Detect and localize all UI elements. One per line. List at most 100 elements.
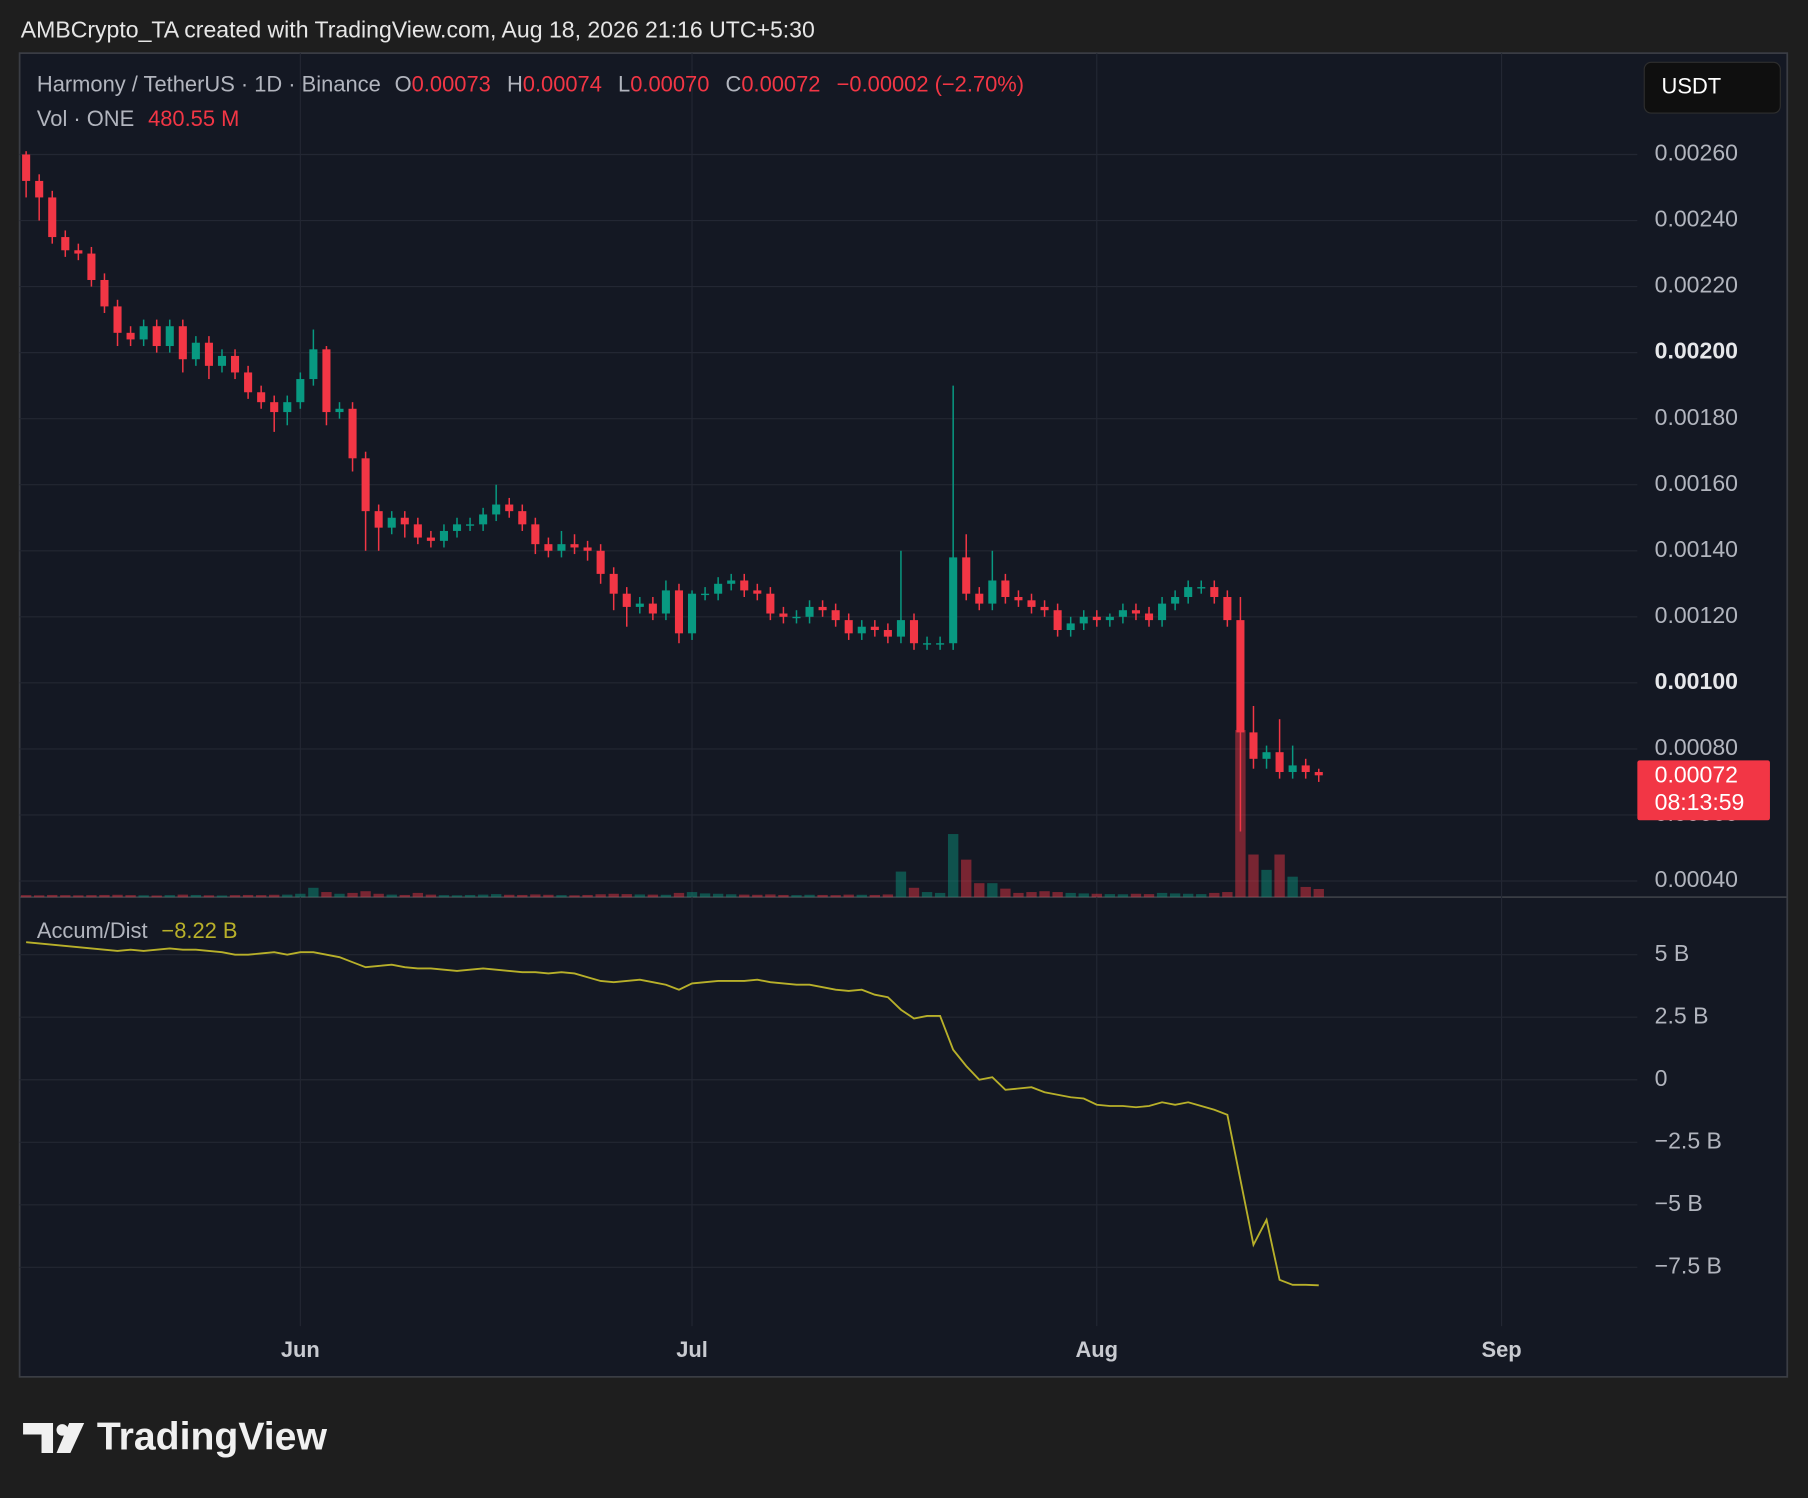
candle-body xyxy=(426,537,435,541)
candle-body xyxy=(805,606,814,617)
candle-body xyxy=(1184,587,1193,597)
candle-body xyxy=(217,355,227,366)
volume-bar xyxy=(1091,893,1102,898)
volume-bar xyxy=(817,894,828,898)
brand-name: TradingView xyxy=(97,1415,328,1458)
candle-body xyxy=(909,620,919,644)
y-tick-label: 0.00140 xyxy=(1655,536,1738,562)
volume-bar xyxy=(33,895,45,898)
indicator-tick-label: −7.5 B xyxy=(1655,1252,1722,1278)
ohlc-key: H xyxy=(507,71,523,96)
volume-bar xyxy=(399,894,410,898)
candle-body xyxy=(988,580,997,604)
volume-bar xyxy=(673,892,685,898)
y-tick-label: 0.00160 xyxy=(1655,470,1738,496)
volume-legend: Vol · ONE 480.55 M xyxy=(37,106,239,131)
candle-body xyxy=(257,392,266,403)
volume-bar xyxy=(895,871,907,898)
volume-bar xyxy=(765,894,776,898)
candle-body xyxy=(740,580,749,591)
volume-bar xyxy=(908,887,920,898)
candle-body xyxy=(1223,596,1232,621)
y-tick-label: 0.00240 xyxy=(1655,206,1738,232)
volume-bar xyxy=(830,895,841,898)
candle-body xyxy=(1066,623,1075,631)
volume-bar xyxy=(490,894,502,898)
volume-bar xyxy=(1039,891,1050,898)
volume-bar xyxy=(1143,894,1155,898)
x-tick-label: Sep xyxy=(1481,1337,1521,1362)
volume-bar xyxy=(151,895,162,898)
volume-bar xyxy=(1183,893,1194,898)
volume-bar xyxy=(386,894,397,898)
candle-body xyxy=(1105,616,1114,621)
volume-bar xyxy=(1261,869,1272,898)
volume-bar xyxy=(804,894,815,898)
candle-body xyxy=(439,530,448,541)
currency-button[interactable] xyxy=(1643,61,1781,114)
volume-bar xyxy=(1117,894,1129,898)
candle-body xyxy=(818,606,827,611)
candle-body xyxy=(244,372,253,393)
ohlc-value: 0.00074 xyxy=(523,71,602,96)
candle-body xyxy=(1288,765,1297,773)
legend-line: Harmony / TetherUS · 1D · Binance O0.0007… xyxy=(37,71,1024,96)
volume-bar xyxy=(752,894,763,898)
ohlc-key: O xyxy=(395,71,412,96)
volume-bar xyxy=(425,894,437,898)
x-tick-label: Aug xyxy=(1076,1337,1119,1362)
logo-slash xyxy=(56,1422,85,1453)
candle-body xyxy=(1314,772,1323,776)
watermark: AMBCrypto_TA created with TradingView.co… xyxy=(21,16,815,42)
y-tick-label: 0.00040 xyxy=(1655,866,1738,892)
candle-body xyxy=(1158,603,1167,621)
ohlc-value: 0.00073 xyxy=(412,71,491,96)
candle-body xyxy=(296,379,305,403)
candle-body xyxy=(753,590,762,594)
candle-body xyxy=(1027,600,1036,607)
candle-body xyxy=(622,593,631,607)
volume-bar xyxy=(177,894,189,898)
y-tick-label: 0.00100 xyxy=(1655,668,1738,694)
volume-bar xyxy=(843,894,854,898)
candle-body xyxy=(113,306,122,333)
candle-body xyxy=(100,279,109,307)
volume-bar xyxy=(634,894,645,898)
volume-bar xyxy=(987,883,998,898)
logo-mark xyxy=(23,1422,54,1453)
candle-body xyxy=(701,593,710,596)
candle-body xyxy=(583,547,592,551)
volume-bar xyxy=(1196,894,1207,898)
candle-body xyxy=(387,517,396,528)
volume-bar xyxy=(686,892,698,898)
candle-body xyxy=(231,355,240,373)
brand-logo xyxy=(23,1422,85,1453)
volume-bar xyxy=(1300,886,1311,898)
candle-body xyxy=(466,524,475,526)
grid xyxy=(19,53,1638,1327)
volume-bar xyxy=(556,895,567,898)
volume-bar xyxy=(1013,892,1024,898)
volume-bar xyxy=(974,883,985,898)
candle-body xyxy=(1197,587,1206,589)
currency-label[interactable]: USDT xyxy=(1662,74,1722,99)
volume-bar xyxy=(255,895,267,898)
indicator-tick-label: 2.5 B xyxy=(1655,1002,1709,1028)
volume-bar xyxy=(543,894,554,898)
volume-bar xyxy=(60,895,71,898)
change-value: −0.00002 (−2.70%) xyxy=(837,71,1024,96)
volume-bar xyxy=(282,894,293,898)
volume-bar xyxy=(229,895,241,898)
candle-body xyxy=(844,620,853,634)
candle-body xyxy=(857,626,866,634)
candle-body xyxy=(936,643,945,645)
candle-body xyxy=(204,342,213,366)
volume-bar xyxy=(347,892,358,898)
volume-bar xyxy=(138,895,149,898)
countdown-label: 08:13:59 xyxy=(1655,789,1745,815)
volume-bar xyxy=(1130,893,1142,898)
y-tick-label: 0.00180 xyxy=(1655,404,1738,430)
ohlc-key: L xyxy=(618,71,630,96)
candle-body xyxy=(48,197,57,238)
candle-body xyxy=(1144,613,1154,621)
